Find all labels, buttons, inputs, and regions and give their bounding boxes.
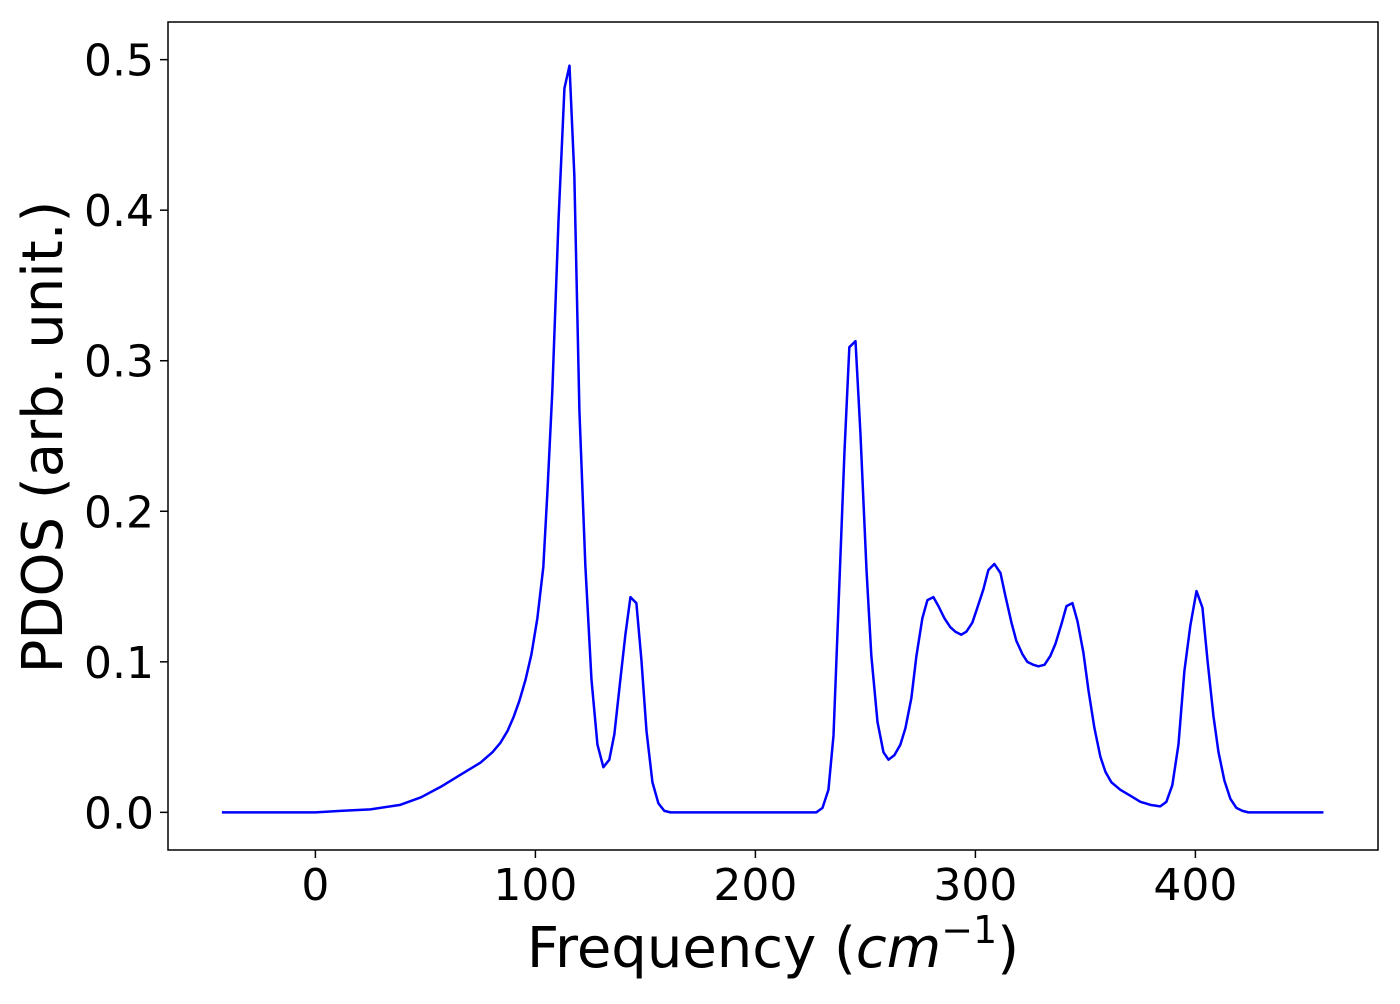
x-tick-label: 0 [301, 860, 329, 911]
x-tick-label: 100 [493, 860, 577, 911]
x-tick-label: 200 [713, 860, 797, 911]
y-tick-label: 0.0 [84, 788, 154, 839]
y-tick-label: 0.4 [84, 186, 154, 237]
x-label-text: Frequency ( [527, 916, 856, 981]
plot-frame [167, 21, 1379, 851]
x-tick-label: 300 [933, 860, 1017, 911]
x-tick-label: 400 [1153, 860, 1237, 911]
x-label-unit: cm [856, 916, 941, 981]
x-axis-label: Frequency (cm−1) [527, 908, 1019, 981]
y-tick-label: 0.3 [84, 337, 154, 388]
y-tick-label: 0.2 [84, 487, 154, 538]
y-tick-label: 0.1 [84, 638, 154, 689]
x-label-exponent: −1 [941, 908, 997, 952]
x-label-close: ) [997, 916, 1019, 981]
y-axis-label: PDOS (arb. unit.) [11, 201, 76, 674]
y-tick-label: 0.5 [84, 36, 154, 87]
data-line [221, 64, 1324, 814]
